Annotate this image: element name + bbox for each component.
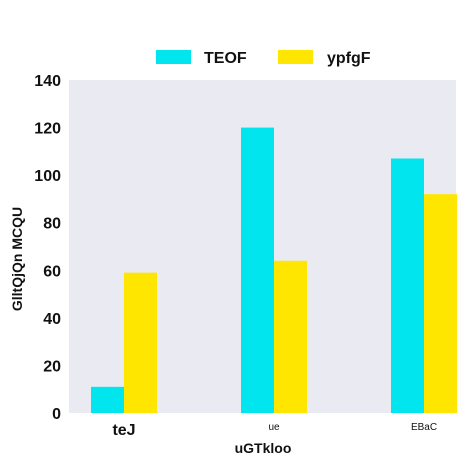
y-axis-ticks: 0 20 40 60 80 100 120 140 — [34, 73, 61, 423]
bar-TEOF-EBaC — [391, 158, 424, 413]
y-tick-label: 140 — [34, 73, 61, 90]
bar-ypfgF-teJ — [124, 272, 157, 413]
legend: TEOF ypfgF — [156, 50, 371, 67]
legend-swatch-ypfgF — [278, 50, 313, 64]
bars-group — [91, 127, 457, 414]
legend-label-TEOF: TEOF — [204, 50, 247, 67]
x-tick-label: teJ — [112, 422, 135, 439]
legend-label-ypfgF: ypfgF — [327, 50, 371, 67]
y-tick-label: 40 — [43, 311, 61, 328]
y-tick-label: 0 — [52, 406, 61, 423]
x-axis-label: uGTkloo — [235, 440, 292, 456]
y-tick-label: 20 — [43, 358, 61, 375]
bar-TEOF-ue — [241, 127, 274, 414]
y-axis-label: GlltQjQn MCQU — [9, 207, 25, 311]
x-axis-ticks: teJ ue EBaC — [112, 422, 437, 439]
bar-ypfgF-ue — [274, 260, 307, 413]
bar-TEOF-teJ — [91, 386, 124, 413]
legend-swatch-TEOF — [156, 50, 191, 64]
y-tick-label: 60 — [43, 263, 61, 280]
y-tick-label: 120 — [34, 121, 61, 138]
y-tick-label: 100 — [34, 168, 61, 185]
bar-ypfgF-EBaC — [424, 194, 457, 413]
x-tick-label: EBaC — [411, 422, 437, 433]
x-tick-label: ue — [268, 422, 280, 433]
y-tick-label: 80 — [43, 216, 61, 233]
